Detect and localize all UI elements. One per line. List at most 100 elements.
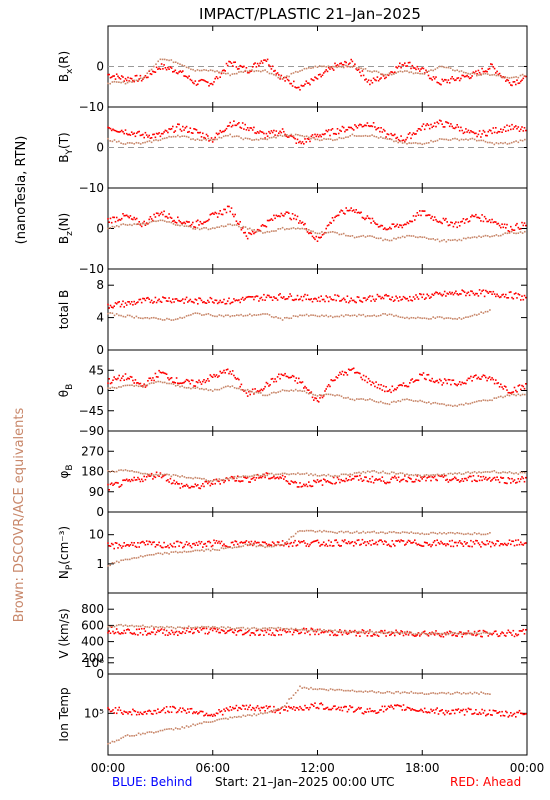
data-point	[177, 710, 179, 713]
data-point	[120, 469, 122, 471]
data-point	[340, 299, 342, 302]
data-point	[350, 126, 352, 129]
data-point	[451, 478, 453, 481]
data-point	[462, 633, 465, 636]
data-point	[434, 474, 437, 476]
data-point	[323, 137, 325, 140]
data-point	[219, 76, 221, 78]
data-point	[316, 78, 319, 80]
data-point	[321, 133, 324, 136]
data-point	[179, 382, 182, 384]
data-point	[274, 378, 276, 380]
data-point	[211, 141, 214, 143]
data-point	[211, 390, 214, 392]
data-point	[233, 631, 235, 634]
data-point	[419, 210, 421, 212]
data-point	[238, 387, 240, 390]
data-point	[476, 633, 478, 636]
data-point	[326, 480, 329, 482]
data-point	[172, 298, 174, 300]
data-point	[244, 314, 247, 317]
data-point	[120, 484, 123, 486]
data-point	[134, 379, 137, 381]
data-point	[233, 298, 235, 300]
data-point	[185, 378, 188, 381]
data-point	[108, 73, 110, 76]
data-point	[150, 631, 153, 633]
data-point	[250, 127, 253, 129]
data-point	[122, 81, 125, 83]
data-point	[242, 545, 245, 547]
data-point	[446, 711, 448, 714]
data-point	[263, 132, 265, 135]
data-point	[210, 482, 213, 485]
data-point	[498, 224, 501, 227]
data-point	[140, 541, 143, 543]
data-point	[129, 711, 132, 713]
data-point	[475, 213, 477, 216]
data-point	[185, 220, 188, 223]
data-point	[224, 632, 226, 635]
data-point	[190, 300, 193, 303]
data-point	[286, 389, 288, 392]
data-point	[290, 317, 293, 319]
data-point	[240, 127, 243, 129]
data-point	[148, 298, 150, 300]
data-point	[421, 317, 423, 320]
data-point	[284, 543, 286, 545]
data-point	[177, 626, 179, 628]
data-point	[347, 301, 350, 304]
data-point	[519, 231, 522, 233]
series-ahead	[107, 119, 527, 145]
data-point	[438, 474, 441, 477]
data-point	[312, 136, 314, 139]
data-point	[370, 222, 372, 224]
data-point	[157, 629, 159, 632]
data-point	[516, 711, 518, 714]
data-point	[406, 541, 409, 544]
data-point	[120, 75, 123, 77]
data-point	[150, 474, 153, 477]
data-point	[510, 128, 512, 131]
data-point	[118, 386, 120, 388]
data-point	[135, 74, 138, 77]
data-point	[211, 139, 214, 141]
data-point	[159, 472, 162, 474]
data-point	[269, 65, 271, 68]
data-point	[142, 624, 144, 627]
data-point	[231, 73, 234, 75]
data-point	[223, 130, 225, 133]
data-point	[270, 130, 273, 132]
data-point	[168, 59, 170, 62]
data-point	[460, 293, 462, 295]
data-point	[148, 554, 151, 556]
data-point	[175, 222, 178, 224]
data-point	[366, 235, 369, 237]
data-point	[432, 476, 435, 479]
data-point	[155, 376, 158, 378]
data-point	[417, 692, 419, 695]
data-point	[319, 134, 321, 136]
data-point	[113, 216, 115, 219]
data-point	[417, 316, 419, 319]
data-point	[335, 133, 337, 135]
data-point	[340, 473, 343, 476]
data-point	[377, 237, 380, 240]
data-point	[350, 58, 352, 61]
data-point	[390, 138, 393, 141]
data-point	[246, 388, 249, 391]
data-point	[480, 691, 482, 693]
data-point	[202, 483, 204, 485]
data-point	[435, 630, 437, 632]
data-point	[231, 315, 234, 317]
data-point	[259, 633, 261, 636]
data-point	[293, 217, 295, 220]
data-point	[142, 386, 144, 388]
data-point	[463, 714, 466, 716]
data-point	[329, 296, 331, 298]
data-point	[516, 634, 518, 637]
data-point	[455, 126, 457, 129]
data-point	[404, 531, 406, 534]
data-point	[480, 635, 482, 638]
data-point	[264, 629, 266, 632]
